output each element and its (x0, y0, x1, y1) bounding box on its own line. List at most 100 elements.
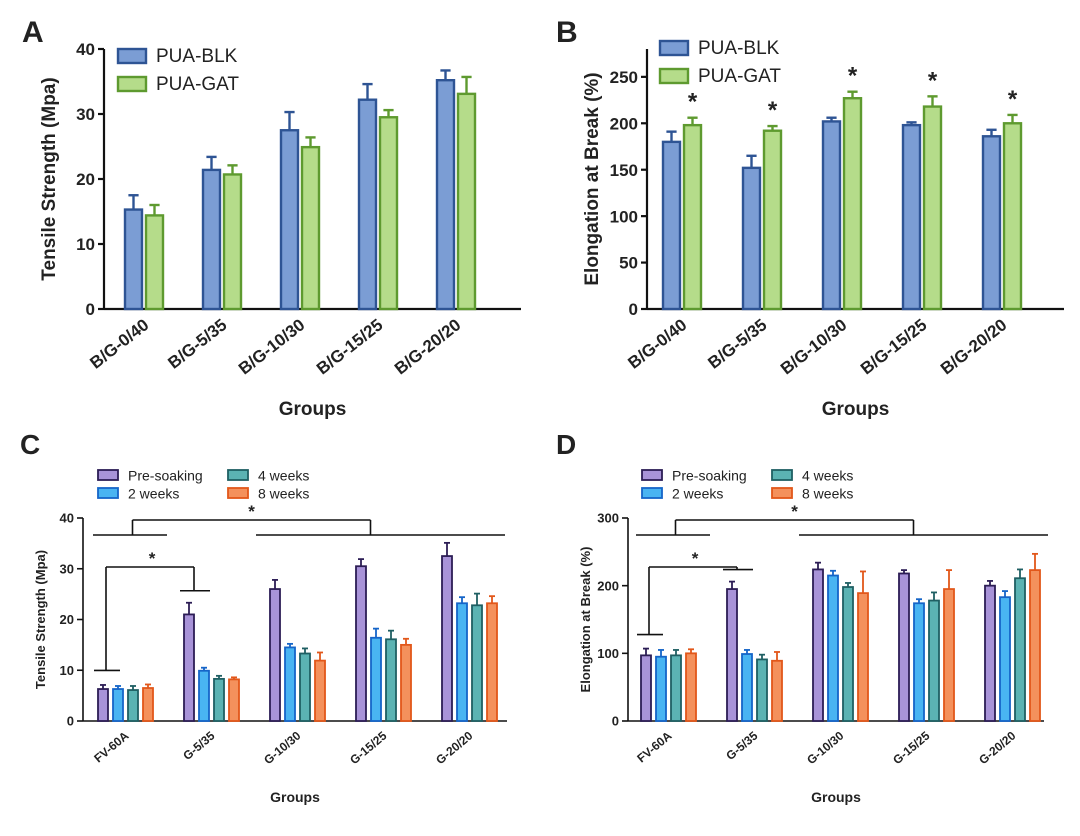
panel-letter: B (556, 16, 578, 49)
bar-2-weeks-g-10-30 (284, 646, 296, 722)
x-tick-label: B/G-5/35 (164, 315, 230, 372)
legend-label-2-weeks: 2 weeks (672, 485, 723, 501)
y-tick-label: 30 (76, 105, 95, 124)
x-tick-label: G-15/25 (347, 728, 389, 767)
bar-4-weeks-g-20-20 (1014, 577, 1026, 722)
bar-pua-gat-b-g-0-40 (682, 123, 703, 311)
significance-star: * (248, 502, 255, 521)
y-tick-label: 50 (619, 254, 638, 273)
bar-pua-gat-b-g-5-35 (222, 173, 243, 311)
panel-letter: A (22, 16, 44, 49)
y-tick-label: 20 (60, 612, 74, 627)
legend-swatch-pre-soaking (97, 469, 119, 481)
panel-d: D 0 100 200 300 Elongation at Break (%) Groups… (556, 429, 1048, 805)
significance-star: * (692, 549, 699, 568)
bar-4-weeks-g-5-35 (213, 677, 225, 722)
x-tick-label: G-10/30 (261, 728, 303, 767)
bar-2-weeks-g-5-35 (741, 653, 753, 722)
legend-swatch-pua-blk (658, 39, 690, 57)
y-axis-title: Elongation at Break (%) (582, 72, 603, 285)
x-tick-label: B/G-0/40 (624, 315, 690, 372)
x-tick-label: G-10/30 (804, 728, 846, 767)
significance-star: * (928, 67, 938, 94)
bar-8-weeks-g-5-35 (228, 678, 240, 722)
bar-pre-soaking-g-20-20 (984, 584, 996, 722)
bar-pua-blk-b-g-0-40 (661, 140, 682, 311)
panel-letter: C (20, 429, 40, 460)
bar-8-weeks-g-15-25 (400, 643, 412, 722)
bar-pre-soaking-g-15-25 (898, 572, 910, 722)
x-tick-label: B/G-15/25 (313, 315, 387, 378)
y-tick-label: 20 (76, 170, 95, 189)
x-tick-label: G-5/35 (723, 728, 760, 763)
legend-label-pua-blk: PUA-BLK (698, 38, 780, 59)
significance-star: * (149, 549, 156, 568)
x-tick-label: B/G-20/20 (937, 315, 1011, 378)
x-tick-label: G-20/20 (976, 728, 1018, 767)
bar-pre-soaking-g-10-30 (269, 588, 281, 722)
y-tick-label: 30 (60, 561, 74, 576)
significance-star: * (791, 502, 798, 521)
legend-swatch-2-weeks (97, 487, 119, 499)
x-tick-label: FV-60A (91, 728, 131, 765)
x-tick-label: B/G-10/30 (235, 315, 309, 378)
y-tick-label: 0 (67, 714, 74, 729)
bar-pua-gat-b-g-10-30 (842, 97, 863, 311)
legend-swatch-pua-blk (116, 47, 148, 65)
bar-4-weeks-g-15-25 (385, 638, 397, 722)
legend-swatch-4-weeks (771, 469, 793, 481)
bar-pua-blk-b-g-5-35 (201, 168, 222, 311)
bar-4-weeks-g-5-35 (756, 658, 768, 722)
bar-pua-blk-b-g-20-20 (435, 78, 456, 311)
bar-4-weeks-g-20-20 (471, 604, 483, 722)
bar-8-weeks-g-15-25 (943, 588, 955, 722)
panel-a: A 0 10 20 30 40 Tensile Strength (Mpa) Groups B/… (22, 16, 521, 420)
legend-label-8-weeks: 8 weeks (802, 485, 853, 501)
x-axis-title: Groups (811, 789, 861, 805)
legend-swatch-pre-soaking (641, 469, 663, 481)
bar-2-weeks-g-20-20 (456, 602, 468, 722)
bar-8-weeks-g-20-20 (1029, 569, 1041, 722)
legend-label-pre-soaking: Pre-soaking (128, 467, 203, 483)
legend-swatch-pua-gat (658, 67, 690, 85)
legend-swatch-8-weeks (227, 487, 249, 499)
x-tick-label: B/G-0/40 (86, 315, 152, 372)
bar-pua-blk-b-g-10-30 (279, 129, 300, 311)
bar-2-weeks-g-5-35 (198, 669, 210, 722)
bar-pua-gat-b-g-0-40 (144, 214, 165, 311)
bar-pua-blk-b-g-15-25 (357, 98, 378, 311)
bar-pre-soaking-g-5-35 (726, 588, 738, 722)
y-tick-label: 100 (597, 646, 619, 661)
significance-star: * (768, 97, 778, 124)
bar-pre-soaking-g-10-30 (812, 568, 824, 722)
bar-2-weeks-fv-60a (112, 688, 124, 722)
x-tick-label: FV-60A (634, 728, 674, 765)
y-tick-label: 200 (610, 114, 638, 133)
bar-pre-soaking-g-20-20 (441, 555, 453, 722)
y-tick-label: 100 (610, 207, 638, 226)
y-tick-label: 250 (610, 68, 638, 87)
significance-star: * (848, 63, 858, 90)
x-tick-label: G-15/25 (890, 728, 932, 767)
bar-pua-gat-b-g-10-30 (300, 145, 321, 311)
legend-swatch-2-weeks (641, 487, 663, 499)
x-axis-title: Groups (270, 789, 320, 805)
bar-pre-soaking-g-15-25 (355, 565, 367, 722)
y-tick-label: 0 (629, 300, 638, 319)
significance-star: * (688, 89, 698, 116)
legend-label-pua-blk: PUA-BLK (156, 46, 238, 67)
y-axis-title: Tensile Strength (Mpa) (33, 550, 48, 689)
y-tick-label: 40 (76, 40, 95, 59)
bar-pre-soaking-fv-60a (97, 688, 109, 722)
x-tick-label: G-5/35 (180, 728, 217, 763)
bar-8-weeks-fv-60a (685, 652, 697, 722)
bar-4-weeks-g-10-30 (842, 586, 854, 722)
legend-label-4-weeks: 4 weeks (258, 467, 309, 483)
legend-label-pua-gat: PUA-GAT (156, 74, 239, 95)
bar-pua-gat-b-g-15-25 (378, 116, 399, 311)
legend-label-pua-gat: PUA-GAT (698, 66, 781, 87)
x-tick-label: B/G-20/20 (391, 315, 465, 378)
bar-2-weeks-g-15-25 (370, 636, 382, 722)
bar-4-weeks-fv-60a (670, 654, 682, 722)
